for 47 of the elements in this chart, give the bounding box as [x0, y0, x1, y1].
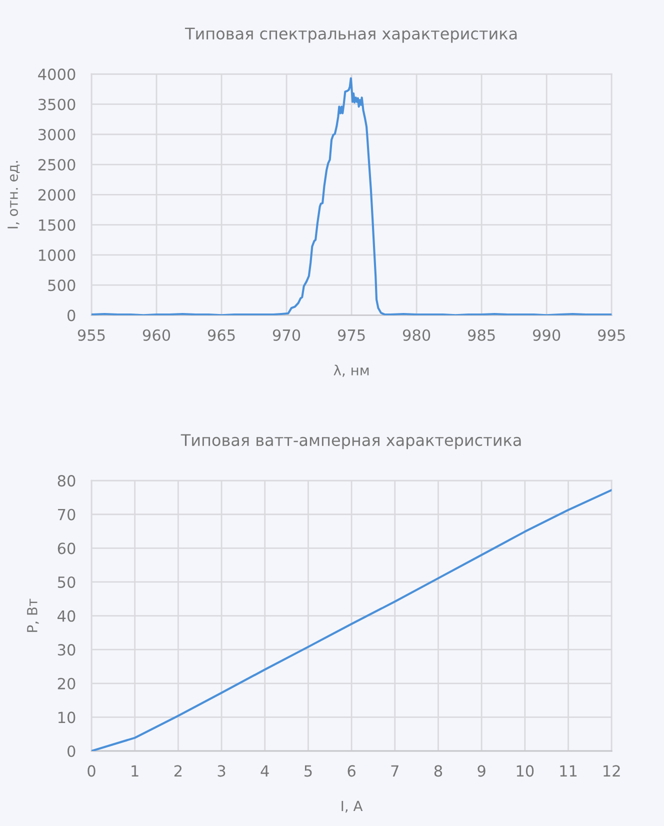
x-tick-label: 995	[598, 329, 625, 341]
y-tick-label: 3500	[38, 98, 76, 110]
x-tick-label: 4	[260, 765, 269, 776]
x-tick-label: 3	[218, 765, 226, 777]
x-axis-title: λ, нм	[334, 364, 369, 377]
y-tick-label: 3000	[38, 128, 76, 140]
y-tick-label: 0	[68, 310, 76, 322]
y-tick-label: 70	[58, 508, 76, 520]
y-tick-label: 2000	[38, 189, 76, 201]
y-tick-label: 10	[58, 712, 76, 724]
y-axis-title: I, отн. ед.	[8, 161, 20, 228]
x-tick-label: 9	[478, 765, 486, 777]
x-tick-label: 1	[132, 765, 138, 776]
y-tick-label: 20	[58, 678, 76, 690]
line-series	[92, 77, 612, 316]
x-tick-label: 10	[516, 765, 534, 777]
x-tick-label: 990	[532, 329, 560, 341]
y-tick-label: 80	[58, 475, 76, 487]
x-tick-label: 960	[142, 329, 170, 341]
x-tick-label: 7	[391, 765, 398, 776]
x-tick-label: 975	[338, 329, 365, 341]
chart-title: Типовая ватт-амперная характеристика	[180, 434, 521, 450]
x-tick-label: 985	[468, 329, 495, 341]
x-tick-label: 6	[348, 765, 356, 777]
y-tick-label: 500	[48, 280, 76, 292]
x-tick-label: 0	[88, 765, 96, 777]
x-tick-label: 980	[402, 329, 430, 341]
y-tick-label: 40	[58, 610, 76, 622]
y-tick-label: 60	[58, 542, 76, 554]
y-tick-label: 1000	[39, 249, 76, 261]
x-tick-label: 5	[304, 765, 312, 777]
x-tick-label: 11	[560, 765, 577, 776]
chart-title: Типовая спектральная характеристика	[184, 28, 517, 43]
x-tick-label: 12	[604, 765, 620, 776]
x-tick-label: 955	[78, 329, 105, 341]
x-tick-label: 970	[272, 329, 300, 341]
x-tick-label: 2	[174, 765, 182, 776]
y-tick-label: 1500	[39, 219, 76, 231]
y-tick-label: 4000	[38, 68, 76, 80]
y-axis-title: P, Вт	[27, 598, 39, 632]
y-tick-label: 2500	[38, 158, 76, 171]
x-tick-label: 8	[434, 765, 442, 777]
x-tick-label: 965	[208, 329, 235, 341]
y-tick-label: 0	[68, 745, 76, 758]
y-tick-label: 30	[58, 644, 76, 656]
y-tick-label: 50	[58, 576, 76, 588]
x-axis-title: I, A	[342, 800, 363, 813]
